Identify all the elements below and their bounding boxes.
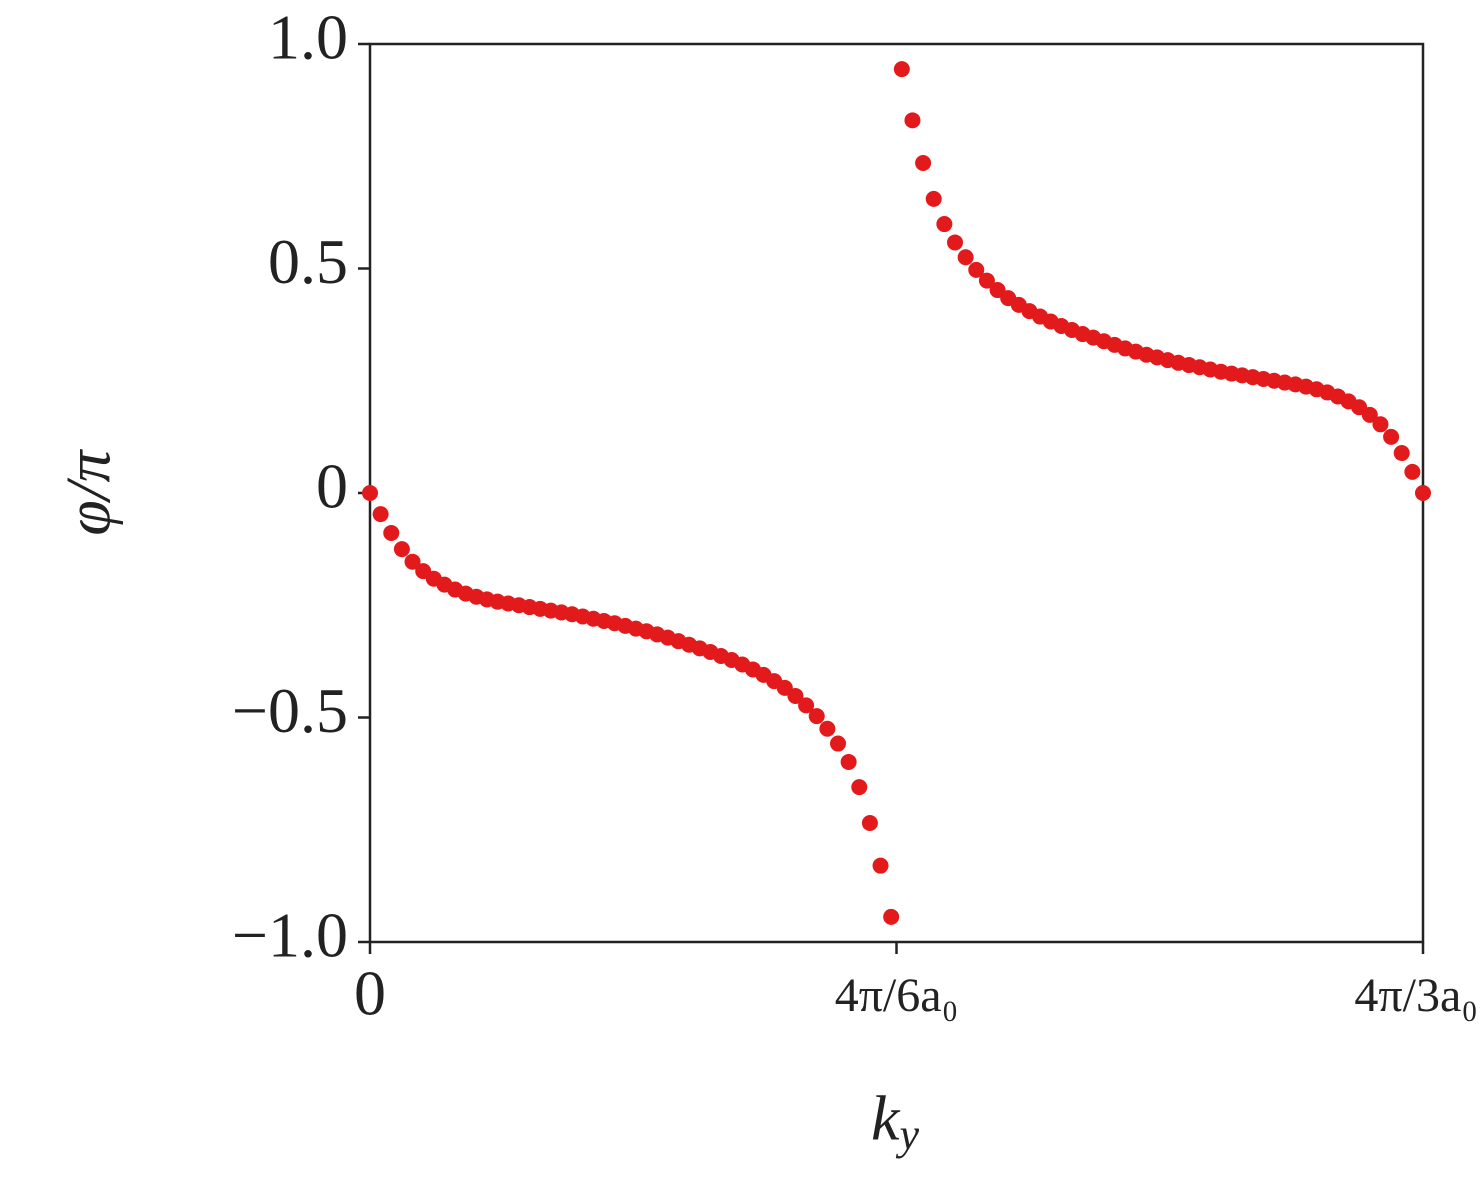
data-point — [957, 249, 974, 266]
x-tick-label: 4π/3a₀ — [1354, 969, 1478, 1022]
x-tick-label: 4π/6a₀ — [835, 969, 959, 1022]
data-point — [1361, 406, 1378, 423]
data-point — [1393, 445, 1410, 462]
data-point — [1415, 485, 1431, 501]
data-point — [404, 553, 421, 570]
data-point — [904, 112, 921, 129]
data-point — [787, 687, 804, 704]
data-point — [830, 735, 847, 752]
y-tick-label: 0.5 — [268, 226, 348, 297]
data-point — [946, 234, 963, 251]
data-point — [798, 697, 815, 714]
data-point — [808, 708, 825, 725]
y-tick-label: 0 — [316, 451, 348, 522]
data-point — [1404, 463, 1421, 480]
data-point — [372, 506, 389, 523]
data-point — [861, 815, 878, 832]
y-tick-label: 1.0 — [268, 2, 348, 73]
data-point — [968, 261, 985, 278]
data-point — [840, 753, 857, 770]
x-tick-label: 0 — [354, 958, 386, 1029]
data-point — [915, 154, 932, 171]
data-point — [978, 272, 995, 289]
y-tick-label: −1.0 — [232, 900, 348, 971]
data-point — [819, 720, 836, 737]
data-point — [383, 524, 400, 541]
data-point — [851, 779, 868, 796]
y-tick-label: −0.5 — [232, 675, 348, 746]
plot-frame — [368, 42, 1425, 944]
data-point — [925, 190, 942, 207]
x-axis-label: ky — [871, 1083, 919, 1159]
data-point — [883, 908, 900, 925]
data-point — [362, 485, 378, 501]
data-point — [1383, 428, 1400, 445]
data-point — [1372, 416, 1389, 433]
y-axis-label: φ/π — [53, 448, 124, 535]
data-point — [393, 541, 410, 558]
data-point — [936, 216, 953, 233]
data-point — [893, 61, 910, 78]
data-point — [872, 857, 889, 874]
